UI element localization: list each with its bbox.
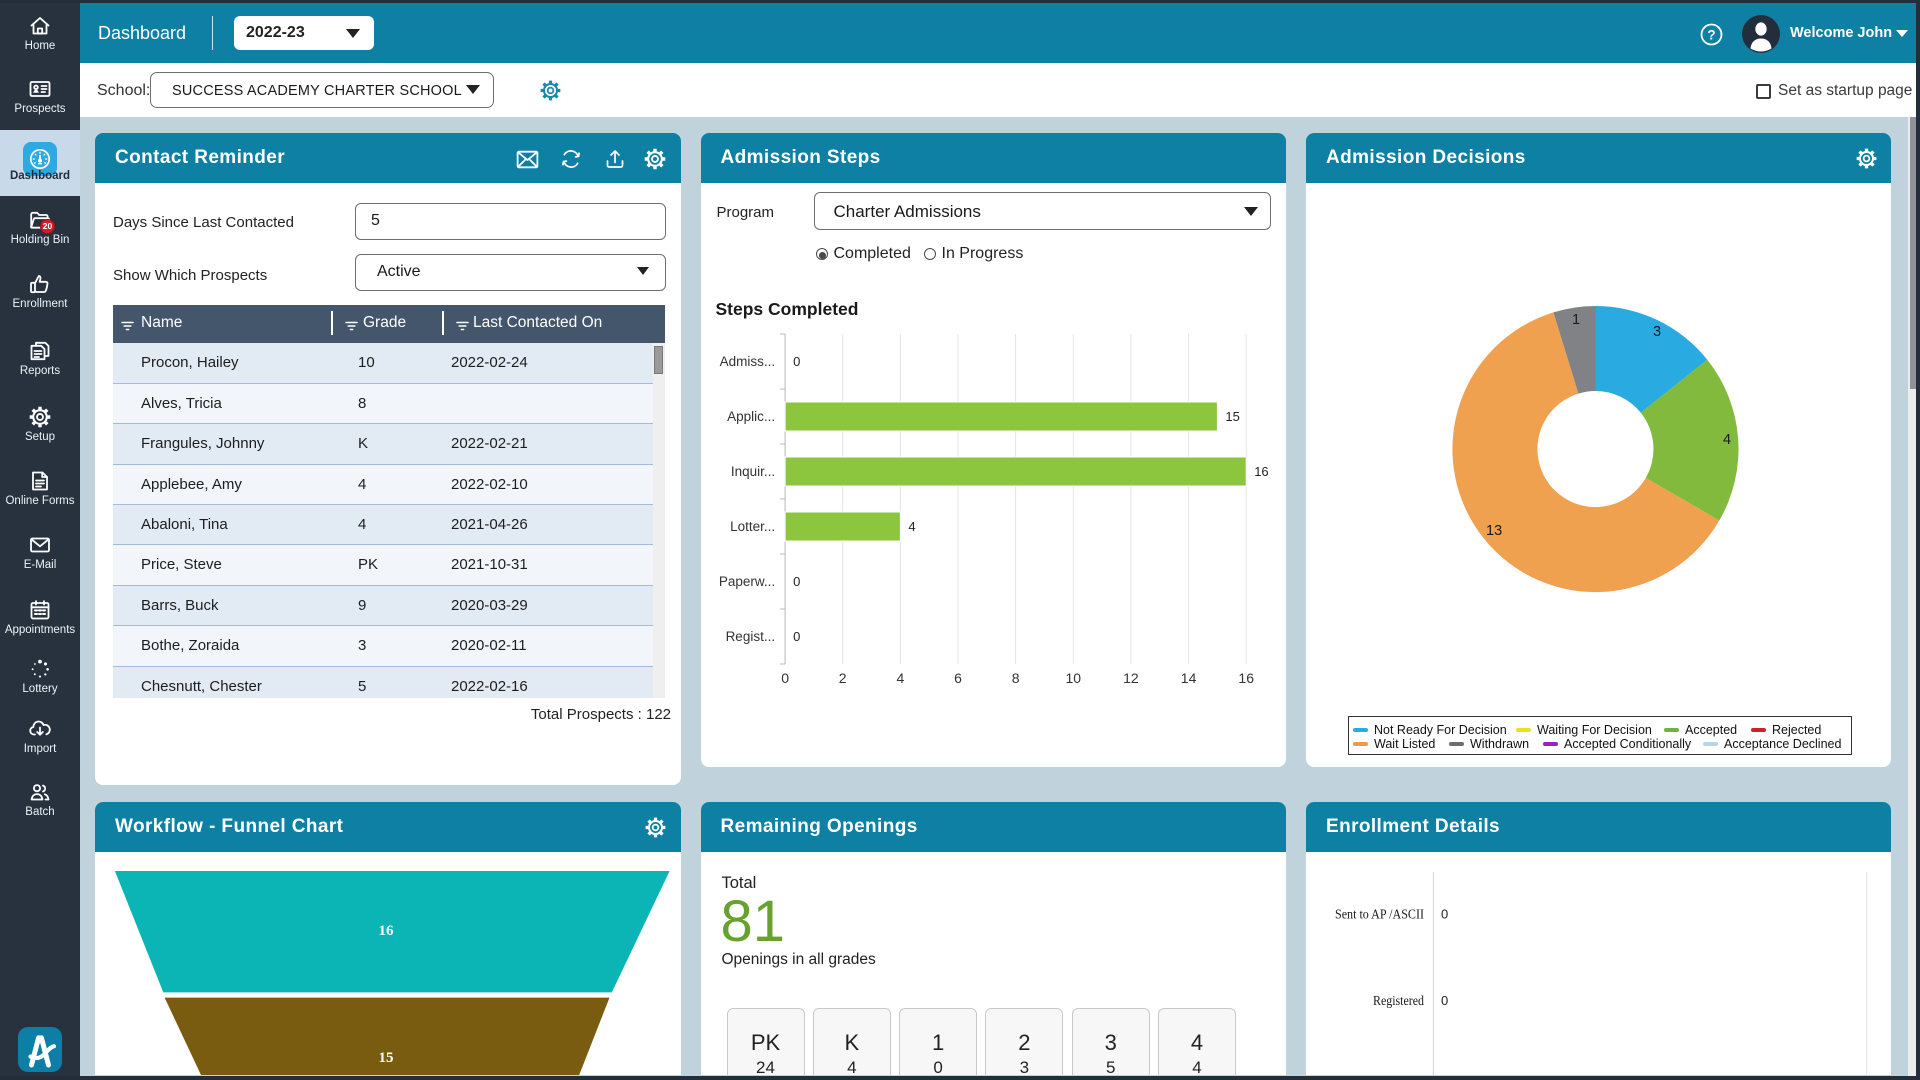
svg-text:3: 3 [1653, 324, 1661, 340]
svg-text:4: 4 [1723, 432, 1731, 448]
svg-text:Inquir...: Inquir... [730, 464, 774, 479]
svg-text:?: ? [1707, 27, 1715, 42]
svg-text:4: 4 [896, 670, 904, 686]
svg-text:16: 16 [1238, 670, 1254, 686]
svg-text:0: 0 [793, 354, 800, 369]
svg-text:Admiss...: Admiss... [719, 354, 775, 369]
svg-text:14: 14 [1180, 670, 1196, 686]
svg-text:10: 10 [1065, 670, 1081, 686]
svg-text:13: 13 [1486, 523, 1502, 539]
svg-text:Lotter...: Lotter... [730, 519, 775, 534]
svg-text:0: 0 [1441, 993, 1448, 1008]
svg-text:2: 2 [838, 670, 846, 686]
svg-text:Regist...: Regist... [725, 629, 775, 644]
svg-text:1: 1 [1572, 312, 1580, 328]
svg-text:15: 15 [1225, 409, 1239, 424]
svg-text:12: 12 [1123, 670, 1139, 686]
svg-text:8: 8 [1011, 670, 1019, 686]
svg-text:0: 0 [1441, 907, 1448, 922]
svg-text:16: 16 [1254, 464, 1268, 479]
svg-text:Paperw...: Paperw... [718, 574, 774, 589]
svg-text:0: 0 [793, 629, 800, 644]
svg-text:0: 0 [793, 574, 800, 589]
svg-text:6: 6 [954, 670, 962, 686]
svg-text:4: 4 [908, 519, 915, 534]
svg-text:Registered: Registered [1373, 994, 1424, 1009]
svg-text:0: 0 [781, 670, 789, 686]
svg-text:15: 15 [379, 1050, 394, 1066]
svg-text:16: 16 [379, 923, 395, 939]
svg-text:Sent to AP /ASCII: Sent to AP /ASCII [1335, 908, 1424, 923]
svg-text:Applic...: Applic... [727, 409, 775, 424]
